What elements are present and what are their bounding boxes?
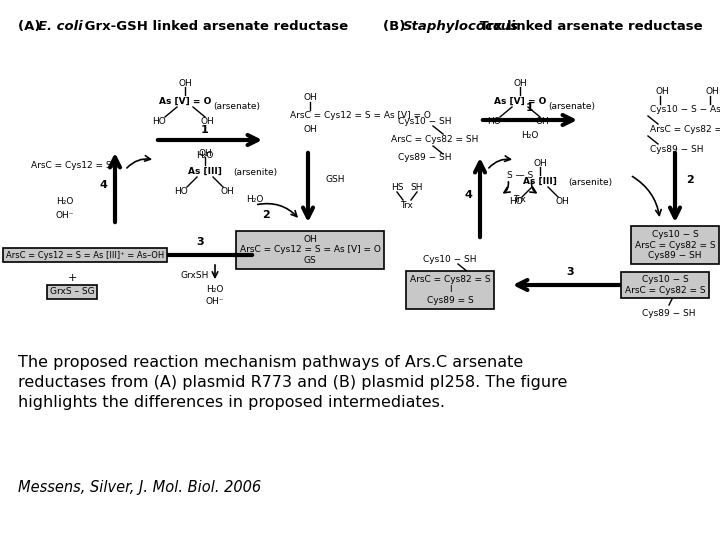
Text: (arsenate): (arsenate) — [214, 103, 261, 111]
Text: H₂O: H₂O — [246, 195, 264, 205]
Text: The proposed reaction mechanism pathways of Ars.C arsenate: The proposed reaction mechanism pathways… — [18, 355, 523, 370]
Text: SH: SH — [410, 184, 423, 192]
Text: Trx linked arsenate reductase: Trx linked arsenate reductase — [475, 20, 703, 33]
Text: ArsC = Cys12 = S = As [V] = O: ArsC = Cys12 = S = As [V] = O — [290, 111, 431, 120]
Text: (arsenate): (arsenate) — [549, 103, 595, 111]
Text: OH: OH — [705, 87, 719, 97]
Text: Grx-GSH linked arsenate reductase: Grx-GSH linked arsenate reductase — [80, 20, 348, 33]
Text: OH⁻: OH⁻ — [206, 298, 224, 307]
Text: Cys10 − SH: Cys10 − SH — [398, 118, 451, 126]
Text: OH: OH — [178, 78, 192, 87]
Text: GrxS – SG: GrxS – SG — [50, 287, 94, 296]
Text: HO: HO — [487, 117, 501, 125]
Text: Staphylococcus: Staphylococcus — [403, 20, 519, 33]
Text: Cys10 − SH: Cys10 − SH — [423, 255, 477, 265]
Text: OH⁻: OH⁻ — [55, 211, 74, 219]
Text: ArsC = Cys82 = SH: ArsC = Cys82 = SH — [650, 125, 720, 134]
Text: OH: OH — [513, 78, 527, 87]
Text: OH
ArsC = Cys12 = S = As [V] = O
GS: OH ArsC = Cys12 = S = As [V] = O GS — [240, 235, 380, 265]
Text: As [V] = O: As [V] = O — [494, 97, 546, 105]
Text: 1: 1 — [526, 103, 534, 113]
Text: 2: 2 — [262, 210, 270, 220]
Text: reductases from (A) plasmid R773 and (B) plasmid pI258. The figure: reductases from (A) plasmid R773 and (B)… — [18, 375, 567, 390]
Text: ArsC = Cys12 = SH: ArsC = Cys12 = SH — [31, 160, 119, 170]
Text: highlights the differences in proposed intermediates.: highlights the differences in proposed i… — [18, 395, 445, 410]
Text: As [III]: As [III] — [523, 177, 557, 186]
Text: 1: 1 — [201, 125, 209, 135]
Text: (A): (A) — [18, 20, 45, 33]
Text: OH: OH — [303, 93, 317, 103]
Text: 4: 4 — [464, 190, 472, 200]
Text: OH: OH — [555, 197, 569, 206]
Text: 4: 4 — [99, 180, 107, 190]
Text: HS: HS — [391, 184, 403, 192]
Text: Cys89 − SH: Cys89 − SH — [650, 145, 703, 154]
Text: (arsenite): (arsenite) — [233, 168, 277, 178]
Text: OH: OH — [535, 117, 549, 125]
Text: (arsenite): (arsenite) — [568, 179, 612, 187]
Text: H₂O: H₂O — [207, 286, 224, 294]
Text: OH: OH — [303, 125, 317, 134]
Text: OH: OH — [533, 159, 547, 167]
Text: Trx: Trx — [513, 194, 526, 204]
Text: As [III]: As [III] — [188, 166, 222, 176]
Text: Cys10 − S − As [V] − O: Cys10 − S − As [V] − O — [650, 105, 720, 114]
Text: Trx: Trx — [400, 201, 413, 211]
Text: Messens, Silver, J. Mol. Biol. 2006: Messens, Silver, J. Mol. Biol. 2006 — [18, 480, 261, 495]
Text: HO: HO — [174, 186, 188, 195]
Text: ArsC = Cys82 = SH: ArsC = Cys82 = SH — [391, 136, 479, 145]
Text: ArsC = Cys12 = S = As [III]⁺ = As–OH: ArsC = Cys12 = S = As [III]⁺ = As–OH — [6, 251, 164, 260]
Text: ArsC = Cys82 = S
I
Cys89 = S: ArsC = Cys82 = S I Cys89 = S — [410, 275, 490, 305]
Text: OH: OH — [200, 117, 214, 125]
Text: As [V] = O: As [V] = O — [159, 97, 211, 105]
Text: Cys10 − S
ArsC = Cys82 = S: Cys10 − S ArsC = Cys82 = S — [625, 275, 706, 295]
Text: H₂O: H₂O — [197, 151, 214, 159]
Text: H₂O: H₂O — [521, 131, 539, 139]
Text: OH: OH — [220, 186, 234, 195]
Text: Cys89 − SH: Cys89 − SH — [398, 153, 451, 163]
Text: Cys10 − S
ArsC = Cys82 = S
Cys89 − SH: Cys10 − S ArsC = Cys82 = S Cys89 − SH — [635, 230, 715, 260]
Text: OH: OH — [198, 148, 212, 158]
Text: HO: HO — [509, 197, 523, 206]
Text: GSH: GSH — [325, 176, 344, 185]
Text: GrxSH: GrxSH — [181, 271, 210, 280]
Text: E. coli: E. coli — [38, 20, 83, 33]
Text: Cys89 − SH: Cys89 − SH — [642, 308, 696, 318]
Text: 2: 2 — [686, 175, 694, 185]
Text: 3: 3 — [566, 267, 574, 277]
Text: H₂O: H₂O — [56, 198, 73, 206]
Text: S — S: S — S — [507, 171, 533, 179]
Text: +: + — [67, 273, 77, 283]
Text: (B): (B) — [383, 20, 410, 33]
Text: OH: OH — [655, 87, 669, 97]
Text: HO: HO — [152, 117, 166, 125]
Text: 3: 3 — [196, 237, 204, 247]
